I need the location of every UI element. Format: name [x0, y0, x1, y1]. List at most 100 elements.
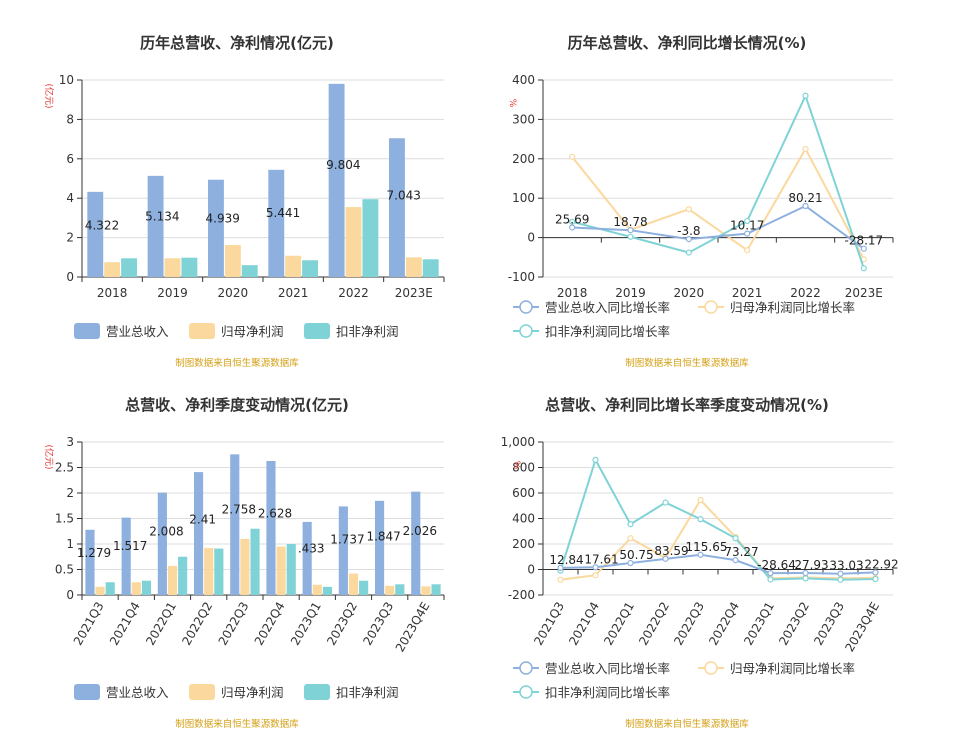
- x-tick-label: 2020: [218, 286, 249, 300]
- x-tick-label: 2021Q4: [107, 600, 143, 648]
- data-point: [662, 499, 669, 506]
- x-tick-label: 2021: [278, 286, 309, 300]
- data-point: [802, 569, 809, 577]
- y-tick-label: 200: [512, 152, 535, 166]
- data-point: [592, 572, 599, 579]
- data-label: -28.64: [757, 558, 796, 572]
- chart-title: 总营收、净利季度变动情况(亿元): [125, 396, 349, 414]
- bar: [285, 255, 302, 277]
- bar: [164, 258, 181, 277]
- data-label: 73.27: [724, 545, 758, 559]
- legend-label: 营业总收入: [106, 685, 169, 700]
- y-tick-label: 8: [66, 112, 74, 126]
- series-line: [571, 146, 865, 260]
- bar: [241, 265, 258, 277]
- legend-marker: [519, 661, 533, 675]
- data-label: 7.043: [387, 188, 421, 202]
- series-line: [559, 457, 876, 581]
- bar: [178, 556, 188, 595]
- data-point: [732, 557, 739, 564]
- legend-label: 归母净利润同比增长率: [730, 661, 855, 676]
- bar: [181, 257, 198, 277]
- data-label: 1.279: [77, 546, 111, 560]
- bar: [204, 548, 214, 595]
- x-tick-label: 2021: [732, 286, 763, 300]
- chart-title: 历年总营收、净利情况(亿元): [140, 34, 334, 52]
- bar: [167, 565, 178, 595]
- legend-marker: [704, 661, 718, 675]
- x-tick-label: 2023Q2: [324, 600, 360, 648]
- x-tick-label: 2022Q2: [636, 600, 672, 648]
- legend-label: 营业总收入: [106, 324, 169, 339]
- y-tick-label: 2: [66, 231, 74, 245]
- y-tick-label: 0: [527, 563, 535, 577]
- legend-label: 归母净利润: [221, 685, 284, 700]
- x-tick-label: 2023Q3: [360, 600, 396, 648]
- x-tick-label: 2023Q4E: [842, 600, 882, 655]
- data-point: [592, 564, 599, 571]
- data-label: 22.92: [864, 557, 898, 571]
- data-label: 2.026: [403, 524, 437, 538]
- data-label: 2.41: [189, 513, 216, 527]
- bar: [312, 584, 322, 595]
- x-tick-label: 2023Q2: [776, 600, 812, 648]
- data-point: [685, 206, 692, 213]
- y-axis-unit: %: [507, 99, 517, 108]
- data-point: [697, 551, 704, 558]
- legend-swatch: [74, 684, 100, 700]
- bar: [121, 517, 131, 595]
- data-point: [872, 575, 879, 583]
- x-tick-label: 2022Q3: [216, 600, 252, 648]
- source-note: 制图数据来自恒生聚源数据库: [175, 718, 299, 730]
- source-note: 制图数据来自恒生聚源数据库: [175, 357, 299, 369]
- bar: [268, 169, 285, 277]
- x-tick-label: 2022Q3: [671, 600, 707, 648]
- data-point: [744, 217, 751, 225]
- bar: [302, 260, 319, 277]
- x-tick-label: 2022Q4: [252, 600, 288, 648]
- y-axis-unit: (亿元): [43, 444, 55, 469]
- bar: [104, 262, 121, 277]
- data-label: 18.78: [613, 215, 647, 229]
- bar: [421, 586, 431, 595]
- chart-title: 总营收、净利同比增长率季度变动情况(%): [545, 396, 829, 414]
- legend-label: 扣非净利润: [336, 324, 399, 339]
- bar: [105, 582, 115, 595]
- chart-title: 历年总营收、净利同比增长情况(%): [568, 34, 807, 52]
- source-note: 制图数据来自恒生聚源数据库: [625, 718, 749, 730]
- y-tick-label: 400: [512, 73, 535, 87]
- y-tick-label: 400: [512, 512, 535, 526]
- data-point: [569, 224, 576, 231]
- legend-swatch: [304, 323, 330, 339]
- y-tick-label: 100: [512, 191, 535, 205]
- bar: [395, 584, 405, 595]
- y-tick-label: 300: [512, 112, 535, 126]
- data-label: -28.17: [844, 234, 883, 248]
- legend-label: 归母净利润同比增长率: [730, 300, 855, 315]
- bar: [85, 529, 95, 595]
- data-label: 33.03: [829, 559, 863, 573]
- legend-label: 扣非净利润: [336, 685, 399, 700]
- x-tick-label: 2023E: [845, 286, 883, 300]
- bar: [422, 259, 439, 277]
- bar: [224, 245, 241, 277]
- x-tick-label: 2020: [674, 286, 705, 300]
- data-point: [802, 92, 809, 99]
- x-tick-label: 2023Q3: [811, 600, 847, 648]
- bar: [95, 586, 105, 595]
- x-tick-label: 2022: [790, 286, 821, 300]
- data-label: 115.65: [686, 540, 728, 554]
- x-tick-label: 2022Q2: [179, 600, 215, 648]
- y-tick-label: -100: [508, 270, 535, 284]
- data-label: 1.737: [330, 533, 364, 547]
- data-point: [627, 233, 634, 240]
- data-point: [697, 516, 704, 523]
- bar: [302, 521, 312, 595]
- x-tick-label: 2021Q3: [71, 600, 107, 648]
- data-point: [732, 535, 739, 542]
- data-label: 2.008: [149, 525, 183, 539]
- legend-marker: [704, 300, 718, 314]
- data-label: 5.441: [266, 206, 300, 220]
- bar: [388, 138, 405, 277]
